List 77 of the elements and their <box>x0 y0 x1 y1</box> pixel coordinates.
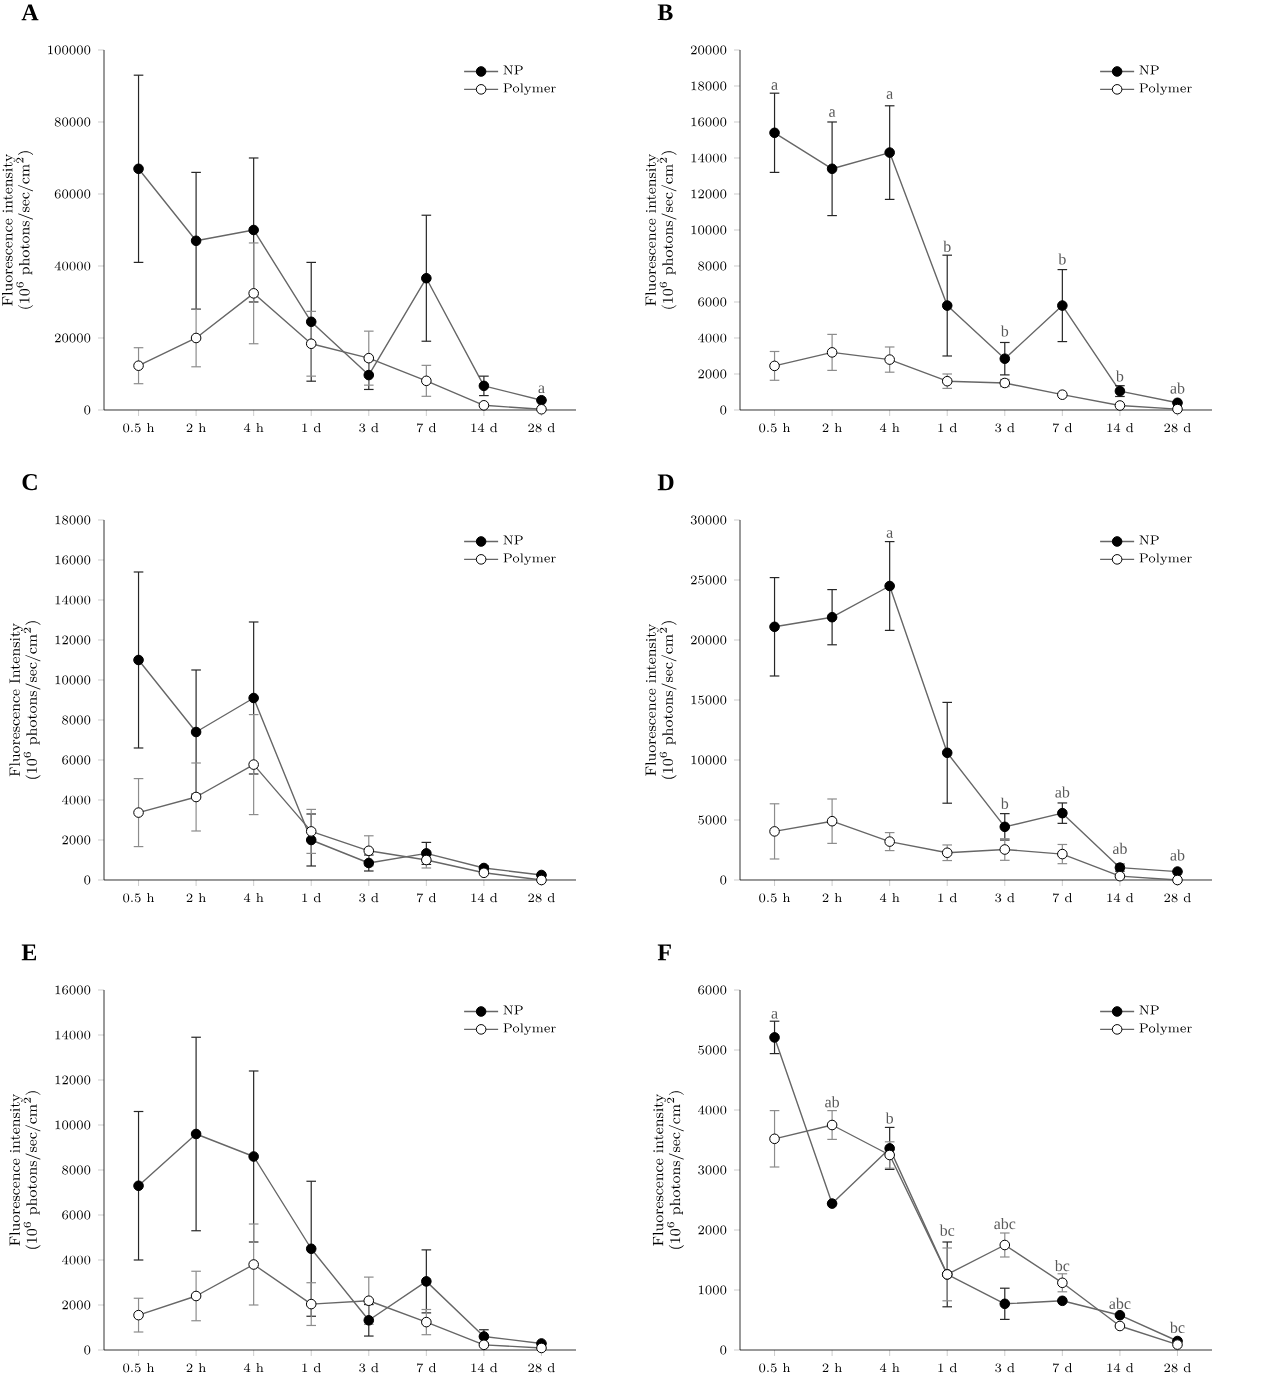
point <box>884 354 895 365</box>
point <box>999 821 1011 833</box>
point <box>190 1290 202 1302</box>
point <box>305 826 317 837</box>
point <box>1057 848 1068 860</box>
point <box>826 163 838 175</box>
point <box>941 300 953 311</box>
point <box>1057 1277 1068 1289</box>
point <box>133 654 144 666</box>
point <box>884 836 895 847</box>
chart-title: A <box>21 4 39 21</box>
point <box>826 1198 838 1209</box>
point <box>190 332 202 344</box>
point <box>1057 389 1068 400</box>
point <box>1114 1309 1126 1321</box>
point <box>133 360 144 372</box>
point <box>826 347 838 358</box>
point <box>536 403 547 415</box>
point <box>1172 403 1183 415</box>
point <box>826 1119 838 1131</box>
point <box>826 815 838 827</box>
chart-title: F <box>657 944 671 961</box>
point <box>305 316 317 328</box>
point <box>1057 300 1068 311</box>
point <box>305 1243 317 1255</box>
point <box>999 1239 1011 1251</box>
point <box>769 621 780 633</box>
point <box>999 353 1011 364</box>
point <box>769 826 780 837</box>
point <box>190 1128 202 1140</box>
point <box>536 874 547 886</box>
point <box>769 1133 780 1145</box>
point <box>478 867 490 879</box>
point <box>826 611 838 623</box>
point <box>999 1298 1011 1310</box>
point <box>536 1342 547 1354</box>
point <box>884 1149 895 1161</box>
point <box>305 834 317 846</box>
point <box>769 360 780 372</box>
chart-title: B <box>657 4 673 21</box>
point <box>536 394 547 406</box>
point <box>421 272 432 284</box>
point <box>305 1298 317 1310</box>
point <box>421 1276 432 1287</box>
point <box>478 380 490 392</box>
point <box>133 1309 144 1321</box>
point <box>363 369 375 381</box>
point <box>421 375 432 387</box>
point <box>941 747 953 759</box>
point <box>248 759 259 770</box>
point <box>1114 870 1126 882</box>
point <box>769 1032 780 1043</box>
chart-title: D <box>657 474 674 491</box>
point <box>248 692 259 704</box>
point <box>1057 807 1068 819</box>
point <box>133 1180 144 1192</box>
point <box>133 163 144 175</box>
point <box>1172 866 1183 877</box>
point <box>769 127 780 139</box>
chart-title: C <box>22 474 37 491</box>
point <box>248 1259 259 1270</box>
chart-title: E <box>21 944 37 961</box>
point <box>133 807 144 818</box>
point <box>884 580 895 592</box>
point <box>305 338 317 350</box>
point <box>1172 874 1183 886</box>
point <box>248 1151 259 1162</box>
point <box>1114 1320 1126 1332</box>
point <box>478 1339 490 1351</box>
point <box>478 1331 490 1342</box>
point <box>999 844 1011 855</box>
point <box>363 845 375 857</box>
point <box>884 147 895 158</box>
point <box>190 235 202 247</box>
point <box>248 224 259 236</box>
point <box>190 726 202 738</box>
point <box>478 400 490 411</box>
